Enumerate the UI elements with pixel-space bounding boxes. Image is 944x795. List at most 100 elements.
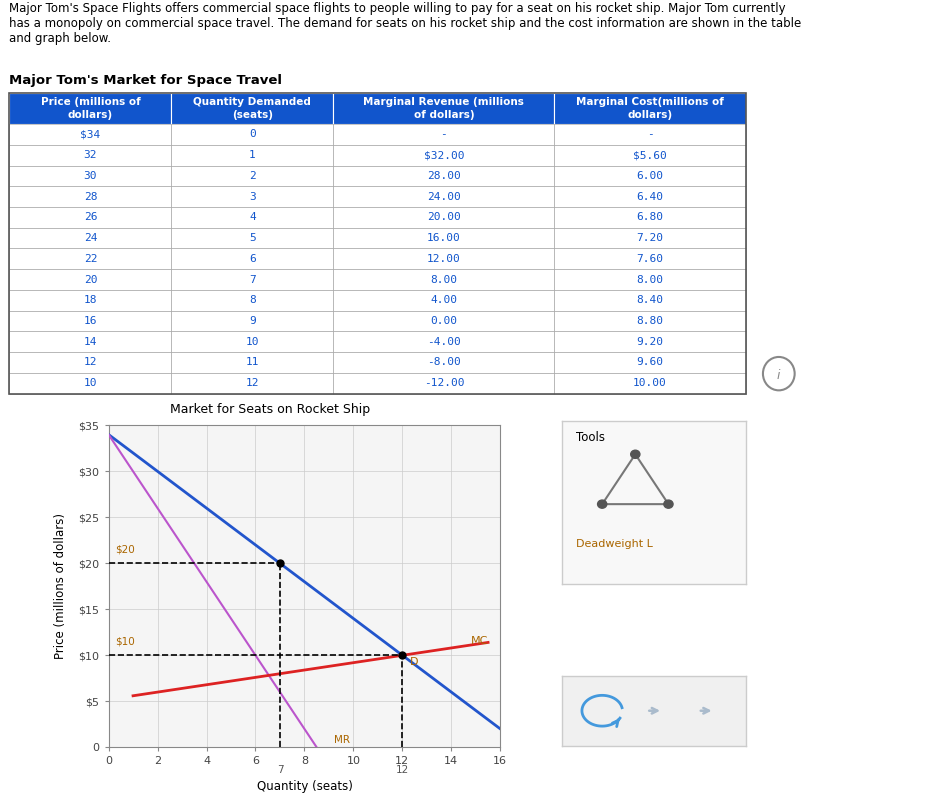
Text: MC: MC xyxy=(471,636,488,646)
Text: 8.40: 8.40 xyxy=(636,295,664,305)
Text: 5: 5 xyxy=(249,233,256,243)
Text: 6.00: 6.00 xyxy=(636,171,664,181)
Bar xyxy=(333,352,554,373)
Bar xyxy=(554,227,746,249)
Bar xyxy=(172,165,333,186)
Text: Quantity Demanded
(seats): Quantity Demanded (seats) xyxy=(194,97,312,120)
Bar xyxy=(333,93,554,124)
Bar xyxy=(333,186,554,207)
Bar xyxy=(9,311,172,332)
Bar xyxy=(9,290,172,311)
Bar xyxy=(9,227,172,249)
Text: 6.40: 6.40 xyxy=(636,192,664,202)
Bar xyxy=(333,227,554,249)
Text: 3: 3 xyxy=(249,192,256,202)
Text: i: i xyxy=(777,369,781,382)
Text: Major Tom's Market for Space Travel: Major Tom's Market for Space Travel xyxy=(9,74,282,87)
Text: 26: 26 xyxy=(84,212,97,223)
Text: 7: 7 xyxy=(249,274,256,285)
Bar xyxy=(172,227,333,249)
Text: Tools: Tools xyxy=(577,431,605,444)
Text: $32.00: $32.00 xyxy=(424,150,464,160)
Text: $20: $20 xyxy=(114,545,134,554)
Bar xyxy=(554,165,746,186)
Bar xyxy=(9,270,172,290)
Text: 14: 14 xyxy=(84,337,97,347)
Bar xyxy=(9,352,172,373)
Bar xyxy=(554,373,746,394)
Bar xyxy=(9,124,172,145)
Text: 32: 32 xyxy=(84,150,97,160)
Text: 2: 2 xyxy=(249,171,256,181)
Bar xyxy=(9,249,172,270)
Text: 1: 1 xyxy=(249,150,256,160)
Text: Major Tom's Space Flights offers commercial space flights to people willing to p: Major Tom's Space Flights offers commerc… xyxy=(9,2,801,45)
Bar xyxy=(9,93,172,124)
X-axis label: Quantity (seats): Quantity (seats) xyxy=(257,780,352,793)
Bar xyxy=(554,332,746,352)
Text: 12: 12 xyxy=(84,358,97,367)
Bar xyxy=(172,207,333,227)
Bar xyxy=(9,165,172,186)
Bar xyxy=(333,332,554,352)
Text: 6: 6 xyxy=(249,254,256,264)
Text: $10: $10 xyxy=(114,636,134,646)
Bar xyxy=(554,124,746,145)
Bar xyxy=(554,290,746,311)
Bar xyxy=(554,145,746,165)
Text: 8: 8 xyxy=(249,295,256,305)
Text: -8.00: -8.00 xyxy=(427,358,461,367)
Text: 7.20: 7.20 xyxy=(636,233,664,243)
Text: 24: 24 xyxy=(84,233,97,243)
Bar xyxy=(333,207,554,227)
Text: 12: 12 xyxy=(396,765,409,775)
Text: 28.00: 28.00 xyxy=(427,171,461,181)
Text: -: - xyxy=(647,130,653,139)
Bar xyxy=(9,207,172,227)
Text: 7: 7 xyxy=(277,765,283,775)
Bar xyxy=(172,270,333,290)
Text: D: D xyxy=(410,657,418,666)
Text: 20: 20 xyxy=(84,274,97,285)
Bar xyxy=(172,124,333,145)
Text: 30: 30 xyxy=(84,171,97,181)
Text: -: - xyxy=(441,130,447,139)
Text: 9.60: 9.60 xyxy=(636,358,664,367)
Bar xyxy=(333,124,554,145)
Text: 28: 28 xyxy=(84,192,97,202)
Bar xyxy=(554,270,746,290)
Bar xyxy=(333,249,554,270)
Bar xyxy=(554,207,746,227)
Text: 12: 12 xyxy=(245,378,260,388)
Y-axis label: Price (millions of dollars): Price (millions of dollars) xyxy=(55,514,67,659)
Text: 10.00: 10.00 xyxy=(633,378,666,388)
Text: Price (millions of
dollars): Price (millions of dollars) xyxy=(41,97,141,120)
Bar xyxy=(172,373,333,394)
Circle shape xyxy=(631,450,640,459)
Text: 0: 0 xyxy=(249,130,256,139)
Bar xyxy=(9,332,172,352)
Bar xyxy=(172,145,333,165)
Text: -12.00: -12.00 xyxy=(424,378,464,388)
Bar xyxy=(9,186,172,207)
Text: 12.00: 12.00 xyxy=(427,254,461,264)
Text: $34: $34 xyxy=(80,130,101,139)
Text: 16: 16 xyxy=(84,316,97,326)
Bar xyxy=(333,373,554,394)
Text: 4: 4 xyxy=(249,212,256,223)
Bar xyxy=(172,93,333,124)
Text: $5.60: $5.60 xyxy=(633,150,666,160)
Bar xyxy=(554,186,746,207)
Text: 20.00: 20.00 xyxy=(427,212,461,223)
Text: 11: 11 xyxy=(245,358,260,367)
Text: -4.00: -4.00 xyxy=(427,337,461,347)
Text: 8.00: 8.00 xyxy=(636,274,664,285)
Bar xyxy=(333,165,554,186)
Bar xyxy=(554,311,746,332)
Bar xyxy=(333,145,554,165)
Text: 9.20: 9.20 xyxy=(636,337,664,347)
Text: 10: 10 xyxy=(245,337,260,347)
Text: 8.80: 8.80 xyxy=(636,316,664,326)
Text: 9: 9 xyxy=(249,316,256,326)
Text: 4.00: 4.00 xyxy=(430,295,458,305)
